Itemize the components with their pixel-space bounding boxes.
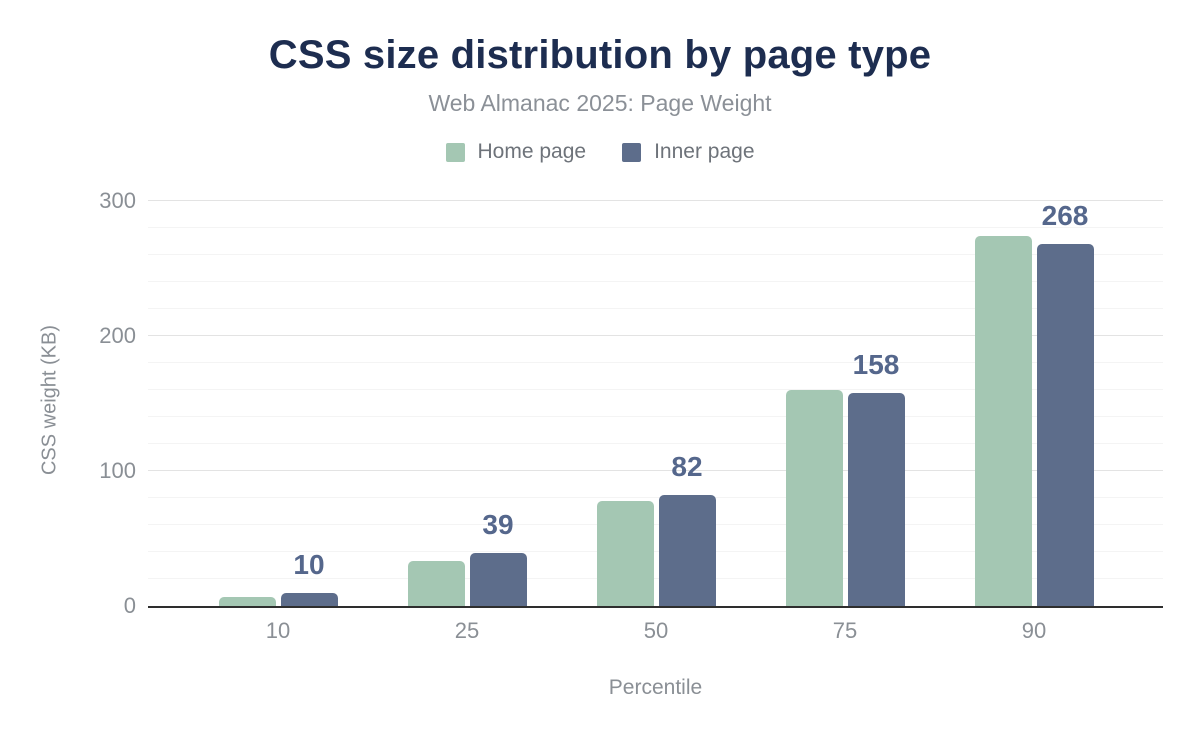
bar-home-page-p10 (218, 596, 276, 606)
bar-inner-page-p10 (280, 592, 338, 606)
major-gridline (148, 200, 1163, 201)
x-axis-tick-label-25: 25 (454, 618, 480, 643)
minor-gridline (148, 551, 1163, 552)
legend-item-home-page: Home page (445, 140, 587, 164)
bar-home-page-p50 (596, 500, 654, 606)
major-gridline (148, 470, 1163, 471)
minor-gridline (148, 254, 1163, 255)
y-axis-title: CSS weight (KB) (38, 324, 61, 476)
legend-label: Home page (477, 140, 587, 163)
legend-swatch-home-page (445, 142, 465, 162)
data-label-p90: 268 (1041, 200, 1089, 232)
data-label-p10: 10 (293, 548, 325, 580)
minor-gridline (148, 308, 1163, 309)
data-label-p75: 158 (852, 348, 900, 380)
minor-gridline (148, 281, 1163, 282)
minor-gridline (148, 443, 1163, 444)
legend-swatch-inner-page (622, 142, 642, 162)
y-axis-tick-label: 100 (99, 458, 136, 483)
y-axis-tick-label: 0 (123, 593, 136, 618)
y-axis-tick-label: 300 (99, 188, 136, 213)
y-axis-tick-label: 200 (99, 323, 136, 348)
legend-label: Inner page (654, 140, 755, 163)
bar-inner-page-p50 (658, 495, 716, 606)
bar-inner-page-p25 (469, 553, 527, 606)
plot-area: 10 39 82 158 268 (148, 185, 1163, 606)
bar-inner-page-p75 (847, 392, 905, 606)
minor-gridline (148, 524, 1163, 525)
x-axis-tick-label-50: 50 (643, 618, 669, 643)
x-axis-tick-label-10: 10 (265, 618, 291, 643)
bar-inner-page-p90 (1036, 244, 1094, 606)
x-axis-title: Percentile (608, 676, 703, 699)
minor-gridline (148, 227, 1163, 228)
minor-gridline (148, 362, 1163, 363)
bar-home-page-p25 (407, 561, 465, 606)
x-axis-tick-label-90: 90 (1021, 618, 1047, 643)
minor-gridline (148, 578, 1163, 579)
legend-item-inner-page: Inner page (622, 140, 755, 164)
minor-gridline (148, 497, 1163, 498)
minor-gridline (148, 389, 1163, 390)
x-axis-tick-label-75: 75 (832, 618, 858, 643)
page-title: CSS size distribution by page type (268, 33, 932, 77)
data-label-p50: 82 (671, 451, 703, 483)
major-gridline (148, 335, 1163, 336)
bar-home-page-p90 (974, 236, 1032, 606)
minor-gridline (148, 416, 1163, 417)
bar-home-page-p75 (785, 390, 843, 606)
data-label-p25: 39 (482, 509, 514, 541)
page-subtitle: Web Almanac 2025: Page Weight (428, 90, 772, 116)
x-axis-line (148, 606, 1163, 608)
chart-legend: Home page Inner page (0, 140, 1200, 164)
